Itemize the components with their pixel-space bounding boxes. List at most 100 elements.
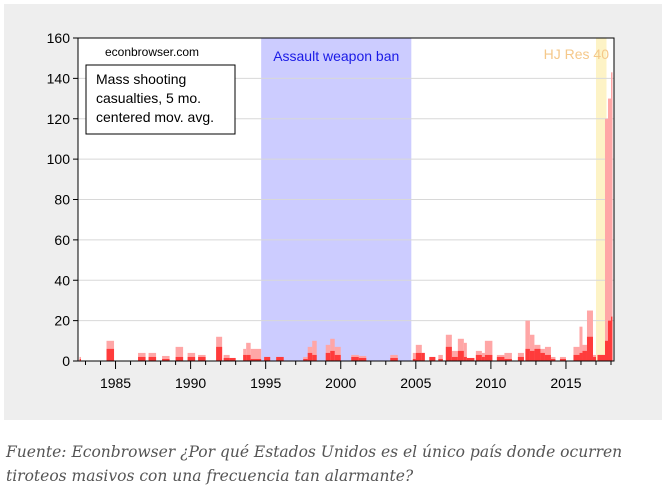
bar-fatalities <box>573 354 580 361</box>
bar-fatalities <box>451 356 458 361</box>
bar-fatalities <box>481 356 485 361</box>
y-tick-label: 120 <box>47 111 71 127</box>
bar-casualties <box>438 354 443 361</box>
bar-casualties <box>250 348 262 361</box>
bar-fatalities <box>303 358 308 361</box>
bar-fatalities <box>525 348 530 361</box>
annotation-label: HJ Res 40 <box>544 46 610 62</box>
bar-fatalities <box>312 354 317 361</box>
bar-fatalities <box>246 354 251 361</box>
bar-casualties <box>607 98 611 361</box>
plot-frame <box>77 37 615 362</box>
bar-fatalities <box>592 356 596 361</box>
bar-casualties <box>573 346 580 361</box>
bar-casualties <box>610 72 613 361</box>
bar-fatalities <box>390 357 398 361</box>
bar-fatalities <box>415 352 422 361</box>
bar-casualties <box>457 338 464 361</box>
legend-text: centered mov. avg. <box>96 109 214 125</box>
bar-casualties <box>451 350 458 361</box>
y-tick-label: 160 <box>47 30 71 46</box>
chart-panel: 0 20 40 60 80 100 120 140 160 1985 1990 1995 2000 200… <box>4 4 662 420</box>
bar-fatalities <box>243 354 247 361</box>
bar-casualties <box>586 310 593 361</box>
bar-casualties <box>525 320 530 361</box>
bar-fatalities <box>106 348 115 361</box>
bar-fatalities <box>264 356 271 361</box>
bar-fatalities <box>223 357 230 361</box>
bar-fatalities <box>610 316 613 361</box>
bar-casualties <box>604 118 608 361</box>
bar-fatalities <box>579 352 583 361</box>
bar-casualties <box>334 346 341 361</box>
bar-fatalities <box>138 356 146 361</box>
bar-fatalities <box>429 356 436 361</box>
bar-fatalities <box>79 358 82 361</box>
bar-fatalities <box>484 354 493 361</box>
bar-fatalities <box>276 356 284 361</box>
bar-fatalities <box>148 356 157 361</box>
chart: 0 20 40 60 80 100 120 140 160 1985 1990 1995 2000 200… <box>47 30 615 391</box>
bar-fatalities <box>307 352 313 361</box>
bar-fatalities <box>216 346 223 361</box>
y-tick-label: 100 <box>47 151 71 167</box>
y-tick-label: 0 <box>62 353 70 369</box>
legend-text: Mass shooting <box>96 71 186 87</box>
x-tick-label: 2010 <box>475 375 506 391</box>
bar-fatalities <box>250 358 262 361</box>
bar-casualties <box>246 342 251 361</box>
bar-fatalities <box>351 356 359 361</box>
bar-fatalities <box>586 336 593 361</box>
bar-fatalities <box>544 354 551 361</box>
legend-text: casualties, 5 mo. <box>96 90 201 106</box>
bar-casualties <box>484 340 493 361</box>
x-tick-label: 1995 <box>250 375 281 391</box>
bar-casualties <box>529 334 535 361</box>
bar-fatalities <box>475 354 482 361</box>
bar-fatalities <box>534 348 541 361</box>
bar-casualties <box>579 326 583 361</box>
bar-fatalities <box>604 340 608 361</box>
bar-fatalities <box>457 350 464 361</box>
figure-caption: Fuente: Econbrowser ¿Por qué Estados Uni… <box>6 443 623 485</box>
bar-fatalities <box>325 352 331 361</box>
bar-fatalities <box>517 356 524 361</box>
bar-fatalities <box>438 358 443 361</box>
bar-fatalities <box>162 358 170 361</box>
bar-fatalities <box>559 358 566 361</box>
x-tick-label: 1985 <box>100 375 131 391</box>
bar-casualties <box>162 355 170 361</box>
x-tick-label: 2015 <box>550 375 581 391</box>
bar-fatalities <box>466 357 475 361</box>
bar-fatalities <box>463 356 467 361</box>
bar-casualties <box>544 346 551 361</box>
bar-casualties <box>312 340 317 361</box>
x-tick-label: 2000 <box>325 375 356 391</box>
bar-fatalities <box>330 350 335 361</box>
watermark: econbrowser.com <box>105 45 199 59</box>
y-tick-label: 140 <box>47 70 71 86</box>
bar-fatalities <box>198 356 206 361</box>
annotation-label: Assault weapon ban <box>273 48 399 64</box>
bar-fatalities <box>496 356 505 361</box>
bar-fatalities <box>550 358 556 361</box>
bar-fatalities <box>358 357 367 361</box>
bar-fatalities <box>334 354 341 361</box>
bar-fatalities <box>607 320 611 361</box>
x-tick-label: 1990 <box>175 375 206 391</box>
bar-fatalities <box>445 346 452 361</box>
y-tick-label: 80 <box>54 192 70 208</box>
bar-fatalities <box>175 356 184 361</box>
bar-casualties <box>330 338 335 361</box>
bar-fatalities <box>582 350 587 361</box>
bar-fatalities <box>540 352 545 361</box>
bar-fatalities <box>421 352 425 361</box>
y-tick-label: 60 <box>54 232 70 248</box>
bar-fatalities <box>412 358 416 361</box>
bar-fatalities <box>529 350 535 361</box>
bar-fatalities <box>229 357 236 361</box>
bar-casualties <box>175 346 184 361</box>
bar-fatalities <box>597 354 605 361</box>
bar-casualties <box>463 342 467 361</box>
legend-box <box>85 64 236 135</box>
